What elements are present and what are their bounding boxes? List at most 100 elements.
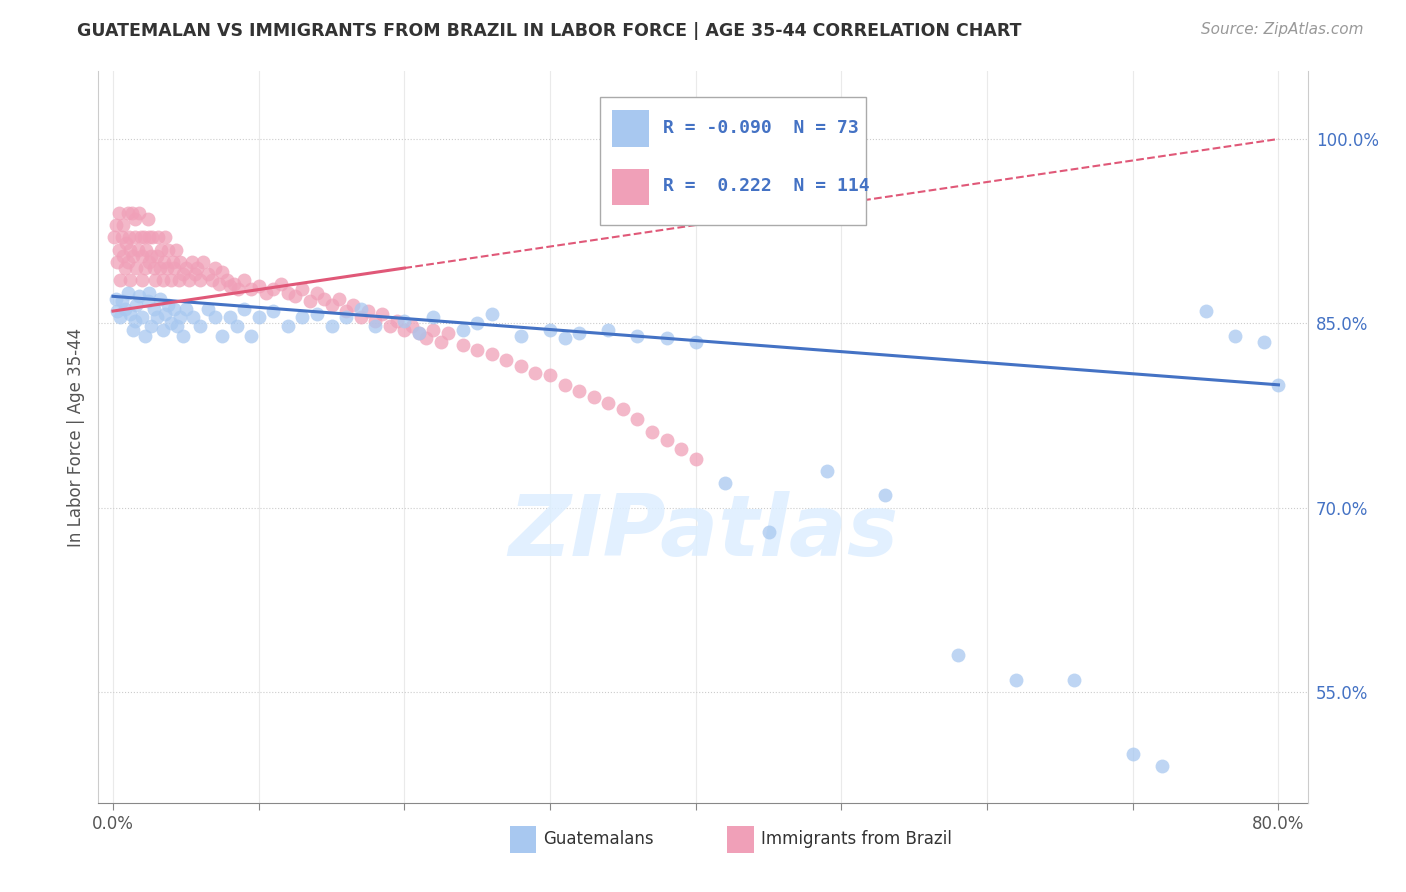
Point xyxy=(305,285,328,300)
Point xyxy=(145,310,167,325)
Point xyxy=(129,230,152,244)
Point xyxy=(218,279,240,293)
Point xyxy=(124,211,146,226)
Point xyxy=(758,525,780,540)
Point xyxy=(141,230,163,244)
Point xyxy=(149,261,172,276)
Point xyxy=(350,310,373,325)
Point xyxy=(152,322,174,336)
Point xyxy=(190,318,212,333)
Point xyxy=(162,255,184,269)
Point xyxy=(156,261,179,276)
Y-axis label: In Labor Force | Age 35-44: In Labor Force | Age 35-44 xyxy=(66,327,84,547)
Point xyxy=(139,249,162,263)
Point xyxy=(314,292,336,306)
Point xyxy=(117,205,139,219)
Point xyxy=(204,310,226,325)
Point xyxy=(177,273,200,287)
Point xyxy=(150,243,173,257)
Point xyxy=(1005,673,1028,687)
Point xyxy=(328,292,350,306)
Point xyxy=(167,273,190,287)
Point xyxy=(247,279,270,293)
Point xyxy=(114,261,136,276)
Point xyxy=(305,306,328,320)
Point xyxy=(145,249,167,263)
Point xyxy=(138,255,160,269)
Point xyxy=(669,442,692,456)
Text: ZIPatlas: ZIPatlas xyxy=(508,491,898,574)
Point xyxy=(138,230,160,244)
Point xyxy=(641,425,664,439)
Point xyxy=(146,230,169,244)
Point xyxy=(143,273,166,287)
Point xyxy=(121,205,143,219)
Point xyxy=(554,377,576,392)
Point xyxy=(582,390,605,404)
Point xyxy=(284,289,307,303)
Point xyxy=(598,322,620,336)
Point xyxy=(139,318,162,333)
Point xyxy=(1122,747,1144,761)
Point xyxy=(169,255,191,269)
Point xyxy=(136,294,159,309)
Point xyxy=(142,261,165,276)
Point xyxy=(208,277,231,291)
Point xyxy=(357,304,380,318)
Point xyxy=(180,255,202,269)
Point xyxy=(481,347,503,361)
Point xyxy=(408,326,430,341)
Point xyxy=(149,292,172,306)
Point xyxy=(233,273,256,287)
Point xyxy=(1267,377,1289,392)
Point xyxy=(127,243,149,257)
Point xyxy=(183,267,205,281)
Point xyxy=(465,317,488,331)
Point xyxy=(125,298,148,312)
Point xyxy=(138,285,160,300)
Point xyxy=(568,384,591,398)
Point xyxy=(714,476,737,491)
Point xyxy=(233,301,256,316)
Point xyxy=(298,294,321,309)
Point xyxy=(131,310,153,325)
Point xyxy=(225,318,247,333)
Point xyxy=(538,322,561,336)
Point xyxy=(394,314,416,328)
Point xyxy=(120,273,142,287)
Text: R = -0.090  N = 73: R = -0.090 N = 73 xyxy=(664,119,859,136)
Point xyxy=(135,243,157,257)
Point xyxy=(110,310,132,325)
Point xyxy=(186,261,208,276)
Point xyxy=(201,273,224,287)
Point xyxy=(169,310,191,325)
Point xyxy=(215,273,238,287)
Point xyxy=(554,331,576,345)
Point xyxy=(875,488,897,502)
Point xyxy=(108,243,131,257)
Point xyxy=(110,273,132,287)
Point xyxy=(172,328,194,343)
Point xyxy=(321,318,343,333)
Point xyxy=(111,230,134,244)
Point xyxy=(120,306,142,320)
Point xyxy=(422,310,444,325)
Point xyxy=(134,261,156,276)
Point xyxy=(946,648,969,663)
Point xyxy=(1194,304,1216,318)
Point xyxy=(211,328,233,343)
Point xyxy=(197,301,219,316)
Point xyxy=(111,294,134,309)
Point xyxy=(321,298,343,312)
Text: Guatemalans: Guatemalans xyxy=(543,830,654,848)
Bar xyxy=(509,826,536,853)
Point xyxy=(160,273,183,287)
Point xyxy=(153,255,176,269)
Point xyxy=(160,317,183,331)
Point xyxy=(509,328,531,343)
Point xyxy=(131,273,153,287)
Point xyxy=(408,326,430,341)
Point xyxy=(128,205,150,219)
Point xyxy=(524,366,547,380)
Point xyxy=(1223,328,1246,343)
